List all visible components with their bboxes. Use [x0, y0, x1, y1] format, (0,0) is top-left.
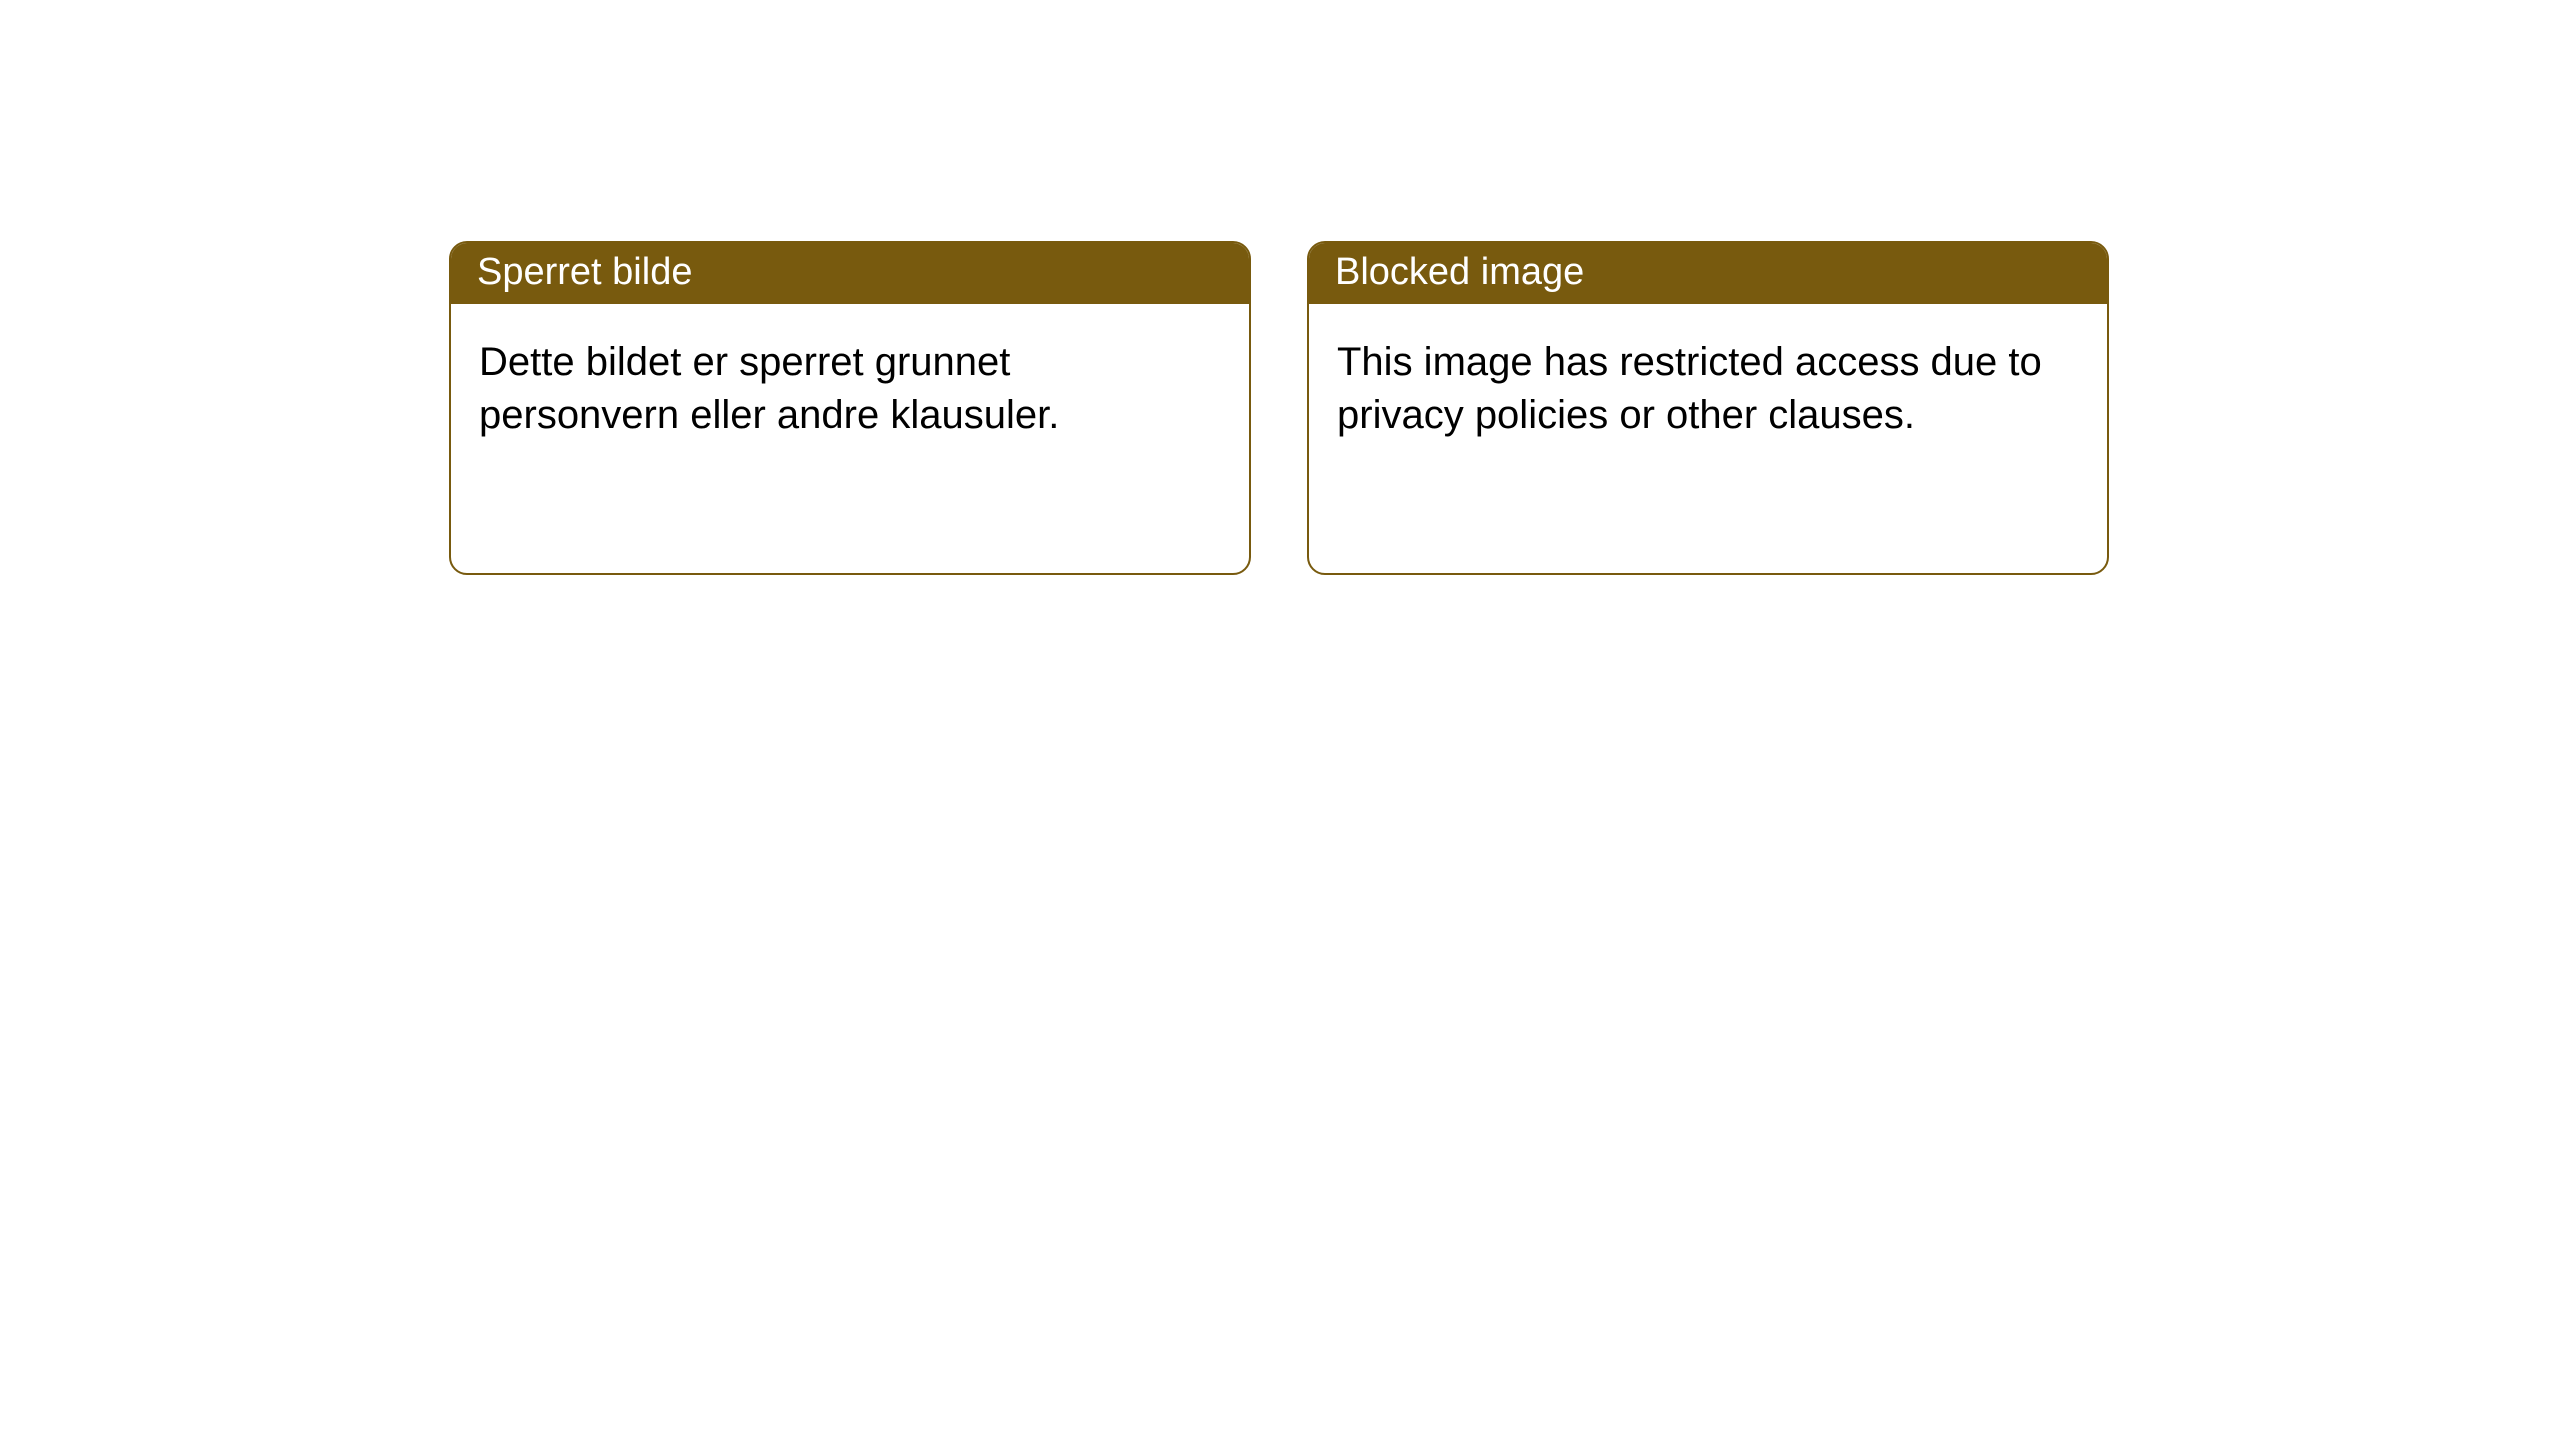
- notice-card-english: Blocked image This image has restricted …: [1307, 241, 2109, 575]
- card-body: Dette bildet er sperret grunnet personve…: [451, 304, 1249, 474]
- card-title: Blocked image: [1335, 251, 1584, 293]
- notice-card-norwegian: Sperret bilde Dette bildet er sperret gr…: [449, 241, 1251, 575]
- card-title: Sperret bilde: [477, 251, 692, 293]
- card-body-text: Dette bildet er sperret grunnet personve…: [479, 340, 1059, 437]
- card-header: Sperret bilde: [451, 243, 1249, 304]
- card-body: This image has restricted access due to …: [1309, 304, 2107, 474]
- card-header: Blocked image: [1309, 243, 2107, 304]
- notice-cards-container: Sperret bilde Dette bildet er sperret gr…: [0, 0, 2560, 575]
- card-body-text: This image has restricted access due to …: [1337, 340, 2042, 437]
